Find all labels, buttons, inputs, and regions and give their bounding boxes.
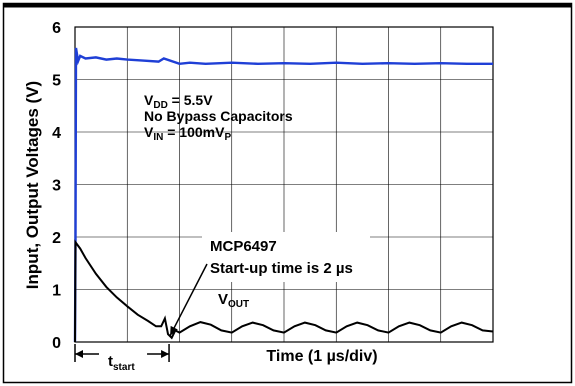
x-axis-label: Time (1 µs/div) (266, 348, 377, 365)
callout-startup-time: Start-up time is 2 µs (210, 260, 353, 277)
callout-arrowhead (170, 325, 178, 336)
tstart-label: tstart (108, 353, 135, 373)
callout-arrow-line (169, 263, 208, 337)
vin-subscript: IN (153, 132, 163, 143)
vin-symbol: V (144, 124, 154, 140)
condition-no-bypass: No Bypass Capacitors (144, 108, 293, 124)
vdd-subscript: DD (153, 100, 167, 111)
tstart-marker (74, 344, 170, 362)
vin-peak-subscript: P (224, 132, 231, 143)
tstart-arrowhead-right (161, 350, 170, 358)
y-tick-label: 3 (52, 178, 61, 195)
y-tick-labels: 0 1 2 3 4 5 6 (52, 20, 61, 352)
condition-vdd: VDD = 5.5V (144, 92, 213, 111)
y-tick-label: 5 (52, 73, 61, 90)
vdd-value: = 5.5V (168, 92, 213, 108)
y-tick-label: 2 (52, 230, 61, 247)
callout-box (202, 232, 370, 282)
y-tick-label: 4 (52, 125, 61, 142)
tstart-arrowhead-left (75, 350, 83, 358)
series-line-vout (74, 239, 494, 343)
vin-value: = 100mV (163, 124, 225, 140)
condition-vin: VIN = 100mVP (144, 124, 231, 143)
y-tick-label: 1 (52, 283, 61, 300)
tstart-subscript: start (113, 362, 135, 373)
y-axis-label: Input, Output Voltages (V) (23, 81, 42, 289)
callout-part-number: MCP6497 (210, 238, 277, 255)
header-band (3, 3, 572, 8)
series-line-input (73, 47, 493, 343)
vout-series-label: VOUT (218, 291, 249, 310)
tstart-symbol: t (108, 353, 113, 370)
vdd-symbol: V (144, 92, 154, 108)
y-tick-label: 6 (52, 20, 61, 37)
vout-subscript: OUT (228, 299, 249, 310)
y-tick-label: 0 (52, 335, 61, 352)
vout-symbol: V (218, 291, 228, 308)
grid-lines (75, 27, 493, 342)
